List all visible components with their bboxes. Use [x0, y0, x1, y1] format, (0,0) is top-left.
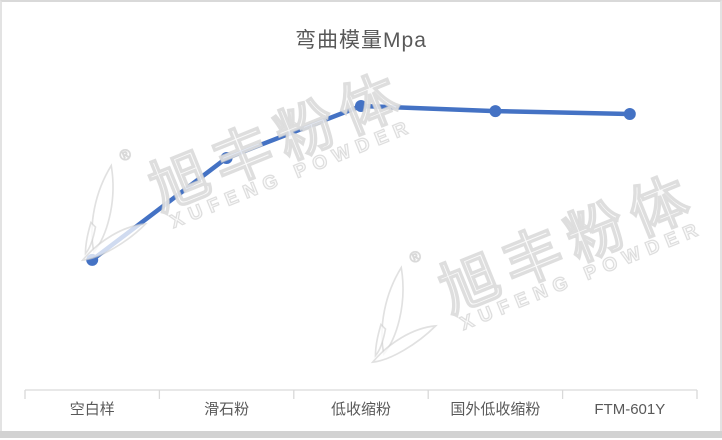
x-axis-label: 国外低收缩粉: [450, 401, 541, 418]
data-point-marker: [86, 253, 99, 266]
x-axis-label: 低收缩粉: [331, 401, 392, 418]
data-point-marker: [220, 151, 233, 164]
x-axis-labels: 空白样 滑石粉 低收缩粉 国外低收缩粉 FTM-601Y: [25, 400, 697, 422]
data-point-marker: [489, 105, 502, 118]
x-axis-label: FTM-601Y: [594, 401, 666, 418]
bottom-edge-bar: [0, 431, 722, 438]
x-axis-label: 空白样: [69, 401, 115, 418]
x-axis-label: 滑石粉: [204, 401, 250, 418]
chart-title: 弯曲模量Mpa: [295, 29, 427, 52]
data-point-marker: [355, 100, 367, 112]
data-point-marker: [623, 107, 636, 120]
line-series: [89, 103, 633, 263]
